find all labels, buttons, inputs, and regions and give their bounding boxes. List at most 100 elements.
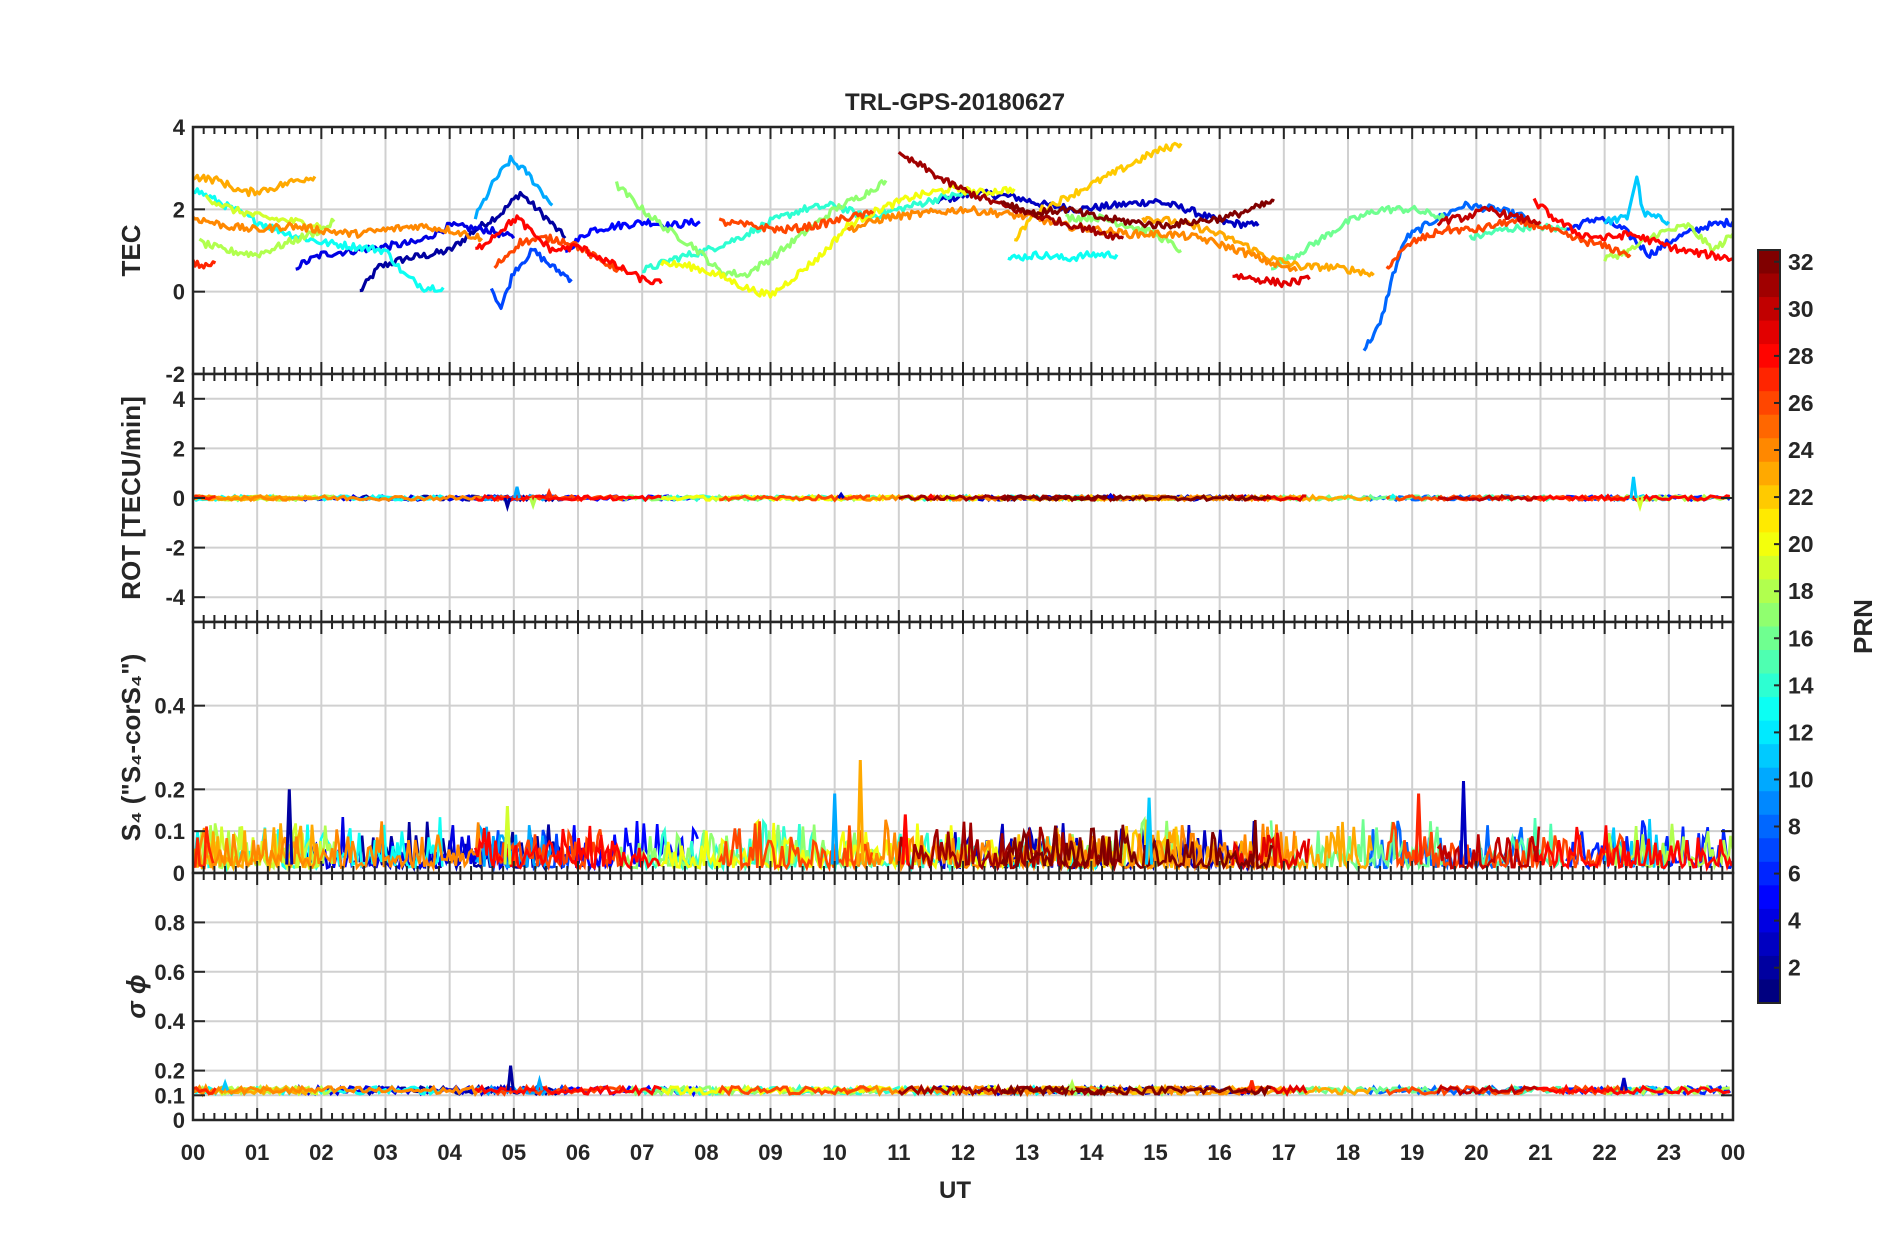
tec-series-prn-14 — [641, 190, 978, 274]
sigma_phi-series-prn-32 — [1000, 1084, 1272, 1098]
colorbar-tick-label: 20 — [1788, 531, 1814, 557]
colorbar-tick-label: 24 — [1788, 437, 1814, 463]
y-tick-label: -4 — [165, 585, 185, 610]
x-tick-label: 11 — [887, 1140, 910, 1165]
tec-series-prn-11 — [1603, 175, 1671, 226]
y-tick-label: 4 — [173, 115, 186, 140]
s4-series-prn-26 — [717, 821, 874, 873]
s4-series-prn-23 — [193, 823, 316, 873]
tec-series-prn-28 — [475, 214, 663, 286]
tec-series-prn-32 — [1000, 198, 1275, 230]
colorbar-tick-label: 4 — [1788, 908, 1801, 934]
x-tick-label: 04 — [437, 1140, 462, 1165]
colorbar-segment — [1758, 744, 1780, 769]
colorbar-segment — [1758, 438, 1780, 463]
x-tick-label: 08 — [694, 1140, 718, 1165]
tec-series-prn-22 — [1013, 141, 1183, 242]
y-tick-label: 0.8 — [154, 910, 185, 935]
s4-series-prn-26 — [1385, 821, 1631, 871]
tec-series-prn-29 — [1232, 273, 1311, 289]
sigma_phi-series-prn-30 — [1436, 1084, 1538, 1097]
tec-series-prn-13 — [193, 187, 445, 293]
tec-series-prn-18 — [198, 217, 336, 259]
colorbar-segment — [1758, 767, 1780, 792]
sigma_phi-series-prn-26 — [1385, 1083, 1629, 1097]
colorbar-segment — [1758, 650, 1780, 675]
colorbar-tick-label: 16 — [1788, 625, 1814, 651]
rot-spike — [1629, 476, 1638, 499]
sigma_phi-series-prn-28 — [474, 1084, 663, 1097]
tec-series-prn-8 — [1362, 200, 1529, 352]
y-tick-label: 4 — [173, 387, 186, 412]
x-tick-label: 10 — [822, 1140, 846, 1165]
panel-tec: -2 0 2 4 TEC — [116, 115, 1735, 387]
x-tick-label: 00 — [1721, 1140, 1745, 1165]
x-tick-label: 21 — [1528, 1140, 1552, 1165]
colorbar-segment — [1758, 814, 1780, 839]
colorbar-tick-label: 32 — [1788, 249, 1814, 275]
s4-series-prn-28 — [1532, 825, 1733, 873]
sigma_phi-series-prn-28 — [1533, 1083, 1731, 1096]
tec-series-prn-17 — [1065, 212, 1182, 254]
sigma_phi-spike — [535, 1074, 544, 1091]
colorbar-segment — [1758, 579, 1780, 604]
tec-series-prn-26 — [718, 209, 875, 235]
x-axis-label: UT — [939, 1177, 971, 1204]
y-tick-label: 0 — [173, 486, 185, 511]
x-tick-label: 23 — [1657, 1140, 1681, 1165]
rot-series-prn-24 — [193, 494, 483, 503]
y-tick-label: 0.6 — [154, 960, 185, 985]
x-tick-label: 00 — [181, 1140, 205, 1165]
tec-series-prn-26 — [1385, 217, 1632, 270]
colorbar-segment — [1758, 626, 1780, 651]
sigma_phi-series-prn-24 — [193, 1083, 483, 1098]
y-axis-label-tec: TEC — [116, 224, 146, 276]
y-tick-label: 0.2 — [154, 777, 185, 802]
y-tick-label: 0.4 — [154, 1009, 185, 1034]
sigma_phi-series-prn-26 — [717, 1084, 871, 1097]
rot-spike — [1106, 492, 1115, 499]
sigma_phi-series-prn-27 — [193, 1086, 217, 1096]
rot-series-prn-26 — [719, 493, 870, 503]
tec-series-prn-24 — [193, 216, 484, 243]
panel-s4: 0 0.1 0.2 0.4 S₄ ("S₄-corS₄") — [116, 620, 1735, 886]
colorbar-segment — [1758, 673, 1780, 698]
colorbar-tick-label: 22 — [1788, 484, 1814, 510]
x-tick-label: 19 — [1400, 1140, 1424, 1165]
sigma_phi-series-prn-24 — [846, 1083, 1295, 1098]
colorbar-segment — [1758, 932, 1780, 957]
colorbar-segment — [1758, 955, 1780, 981]
sigma_phi-spike — [1247, 1080, 1256, 1091]
panel-sigma_phi: 00.10.2 0.4 0.6 0.8 σ ϕ — [121, 871, 1735, 1133]
x-tick-label: 17 — [1272, 1140, 1296, 1165]
colorbar-segment — [1758, 508, 1780, 533]
colorbar-tick-label: 18 — [1788, 578, 1814, 604]
rot-series-prn-32 — [1001, 493, 1272, 503]
rot-spike — [1389, 493, 1397, 500]
s4-spike — [901, 814, 910, 865]
colorbar-segment — [1758, 320, 1780, 345]
colorbar-segment — [1758, 367, 1780, 392]
tec-series-prn-17 — [614, 179, 888, 279]
series-group — [193, 1065, 1732, 1098]
colorbar-segment — [1758, 861, 1780, 886]
colorbar-segment — [1758, 250, 1780, 275]
tec-series-prn-28 — [1532, 197, 1733, 262]
y-tick-label: 0 — [173, 861, 185, 886]
colorbar-segment — [1758, 532, 1780, 557]
x-tick-label: 13 — [1015, 1140, 1039, 1165]
rot-spike — [837, 491, 845, 499]
colorbar-segment — [1758, 414, 1780, 439]
colorbar-segment — [1758, 391, 1780, 416]
colorbar-frame — [1757, 249, 1781, 1004]
x-tick-label: 06 — [566, 1140, 590, 1165]
s4-series-prn-32 — [1000, 819, 1274, 872]
sigma_phi-spike — [506, 1065, 515, 1091]
sigma_phi-spike — [221, 1078, 230, 1091]
x-tick-label: 01 — [245, 1140, 269, 1165]
tec-series-prn-16 — [1271, 204, 1446, 271]
colorbar-tick-label: 28 — [1788, 343, 1814, 369]
s4-spike — [285, 789, 294, 865]
